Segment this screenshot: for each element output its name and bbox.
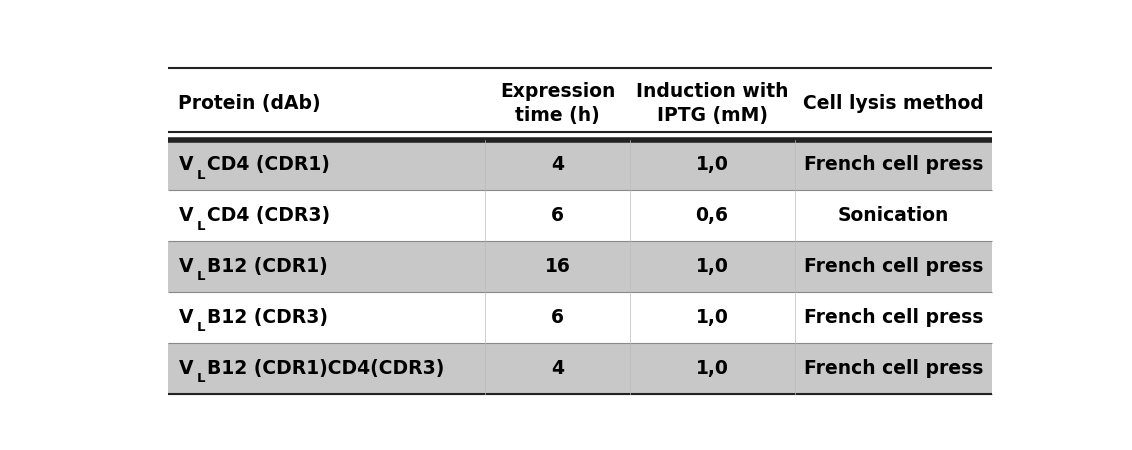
Text: B12 (CDR3): B12 (CDR3) — [207, 308, 328, 327]
Text: 1,0: 1,0 — [696, 359, 729, 378]
Text: Protein (dAb): Protein (dAb) — [179, 94, 321, 113]
Text: $\mathbf{V}$: $\mathbf{V}$ — [179, 308, 195, 327]
Text: 4: 4 — [551, 155, 564, 175]
Text: $\mathbf{V}$: $\mathbf{V}$ — [179, 206, 195, 225]
Text: Expression
time (h): Expression time (h) — [500, 82, 615, 125]
Text: 1,0: 1,0 — [696, 155, 729, 175]
Bar — [168, 343, 993, 394]
Text: $\mathbf{L}$: $\mathbf{L}$ — [196, 220, 206, 233]
Text: CD4 (CDR1): CD4 (CDR1) — [207, 155, 331, 175]
Bar — [168, 190, 993, 241]
Text: 1,0: 1,0 — [696, 257, 729, 276]
Text: Induction with
IPTG (mM): Induction with IPTG (mM) — [636, 82, 788, 125]
Bar — [168, 241, 993, 292]
Text: $\mathbf{L}$: $\mathbf{L}$ — [196, 169, 206, 182]
Text: $\mathbf{L}$: $\mathbf{L}$ — [196, 270, 206, 284]
Text: 4: 4 — [551, 359, 564, 378]
Text: B12 (CDR1)CD4(CDR3): B12 (CDR1)CD4(CDR3) — [207, 359, 445, 378]
Bar — [168, 292, 993, 343]
Text: Sonication: Sonication — [838, 206, 950, 225]
Text: B12 (CDR1): B12 (CDR1) — [207, 257, 328, 276]
Text: CD4 (CDR3): CD4 (CDR3) — [207, 206, 331, 225]
Text: $\mathbf{L}$: $\mathbf{L}$ — [196, 321, 206, 334]
Bar — [168, 68, 993, 140]
Text: 0,6: 0,6 — [695, 206, 729, 225]
Text: French cell press: French cell press — [804, 257, 984, 276]
Text: French cell press: French cell press — [804, 155, 984, 175]
Text: $\mathbf{V}$: $\mathbf{V}$ — [179, 257, 195, 276]
Text: $\mathbf{V}$: $\mathbf{V}$ — [179, 155, 195, 175]
Text: 16: 16 — [544, 257, 571, 276]
Text: French cell press: French cell press — [804, 359, 984, 378]
Text: $\mathbf{V}$: $\mathbf{V}$ — [179, 359, 195, 378]
Text: $\mathbf{L}$: $\mathbf{L}$ — [196, 372, 206, 385]
Text: French cell press: French cell press — [804, 308, 984, 327]
Text: 6: 6 — [551, 206, 564, 225]
Text: 1,0: 1,0 — [696, 308, 729, 327]
Text: 6: 6 — [551, 308, 564, 327]
Text: Cell lysis method: Cell lysis method — [803, 94, 984, 113]
Bar — [168, 140, 993, 190]
